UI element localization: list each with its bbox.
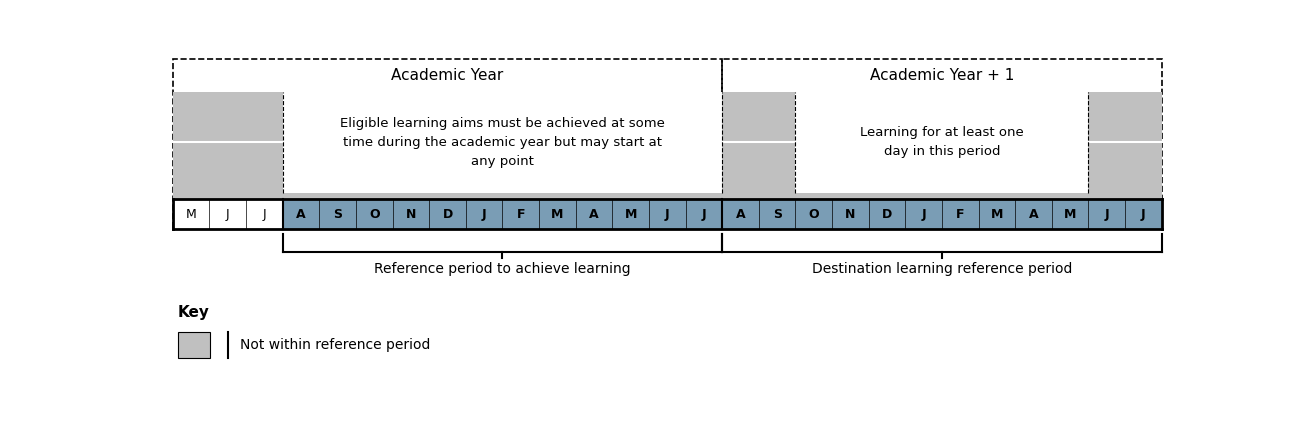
- Text: O: O: [809, 208, 819, 220]
- Text: A: A: [590, 208, 599, 220]
- Bar: [1088, 92, 1161, 193]
- Text: J: J: [227, 208, 229, 220]
- Bar: [283, 199, 723, 229]
- Text: Academic Year + 1: Academic Year + 1: [870, 68, 1014, 83]
- Bar: [796, 92, 1088, 193]
- Bar: [173, 92, 283, 193]
- Text: S: S: [772, 208, 781, 220]
- Text: A: A: [736, 208, 745, 220]
- Text: Academic Year: Academic Year: [392, 68, 504, 83]
- Text: D: D: [881, 208, 892, 220]
- Text: S: S: [333, 208, 342, 220]
- Text: O: O: [368, 208, 380, 220]
- Text: Not within reference period: Not within reference period: [241, 338, 431, 352]
- Text: F: F: [517, 208, 525, 220]
- Text: J: J: [1141, 208, 1146, 220]
- Text: Eligible learning aims must be achieved at some
time during the academic year bu: Eligible learning aims must be achieved …: [340, 117, 665, 168]
- Text: J: J: [263, 208, 266, 220]
- Text: Destination learning reference period: Destination learning reference period: [811, 262, 1072, 276]
- Text: Reference period to achieve learning: Reference period to achieve learning: [374, 262, 630, 276]
- Bar: [178, 332, 210, 358]
- Text: N: N: [845, 208, 855, 220]
- Text: J: J: [702, 208, 706, 220]
- Text: M: M: [625, 208, 637, 220]
- Bar: [173, 199, 1161, 229]
- Text: Key: Key: [178, 304, 210, 320]
- Text: A: A: [297, 208, 306, 220]
- Text: F: F: [956, 208, 965, 220]
- Text: J: J: [482, 208, 487, 220]
- Text: N: N: [406, 208, 417, 220]
- Text: D: D: [443, 208, 453, 220]
- Text: J: J: [922, 208, 926, 220]
- Bar: [723, 199, 1161, 229]
- Text: M: M: [551, 208, 564, 220]
- Text: A: A: [1029, 208, 1038, 220]
- Bar: [283, 92, 723, 193]
- Bar: [173, 193, 1161, 199]
- Text: M: M: [991, 208, 1003, 220]
- Text: M: M: [186, 208, 197, 220]
- Text: J: J: [665, 208, 669, 220]
- Text: Learning for at least one
day in this period: Learning for at least one day in this pe…: [861, 126, 1023, 158]
- Text: M: M: [1064, 208, 1077, 220]
- Text: J: J: [1104, 208, 1109, 220]
- Bar: [723, 92, 796, 193]
